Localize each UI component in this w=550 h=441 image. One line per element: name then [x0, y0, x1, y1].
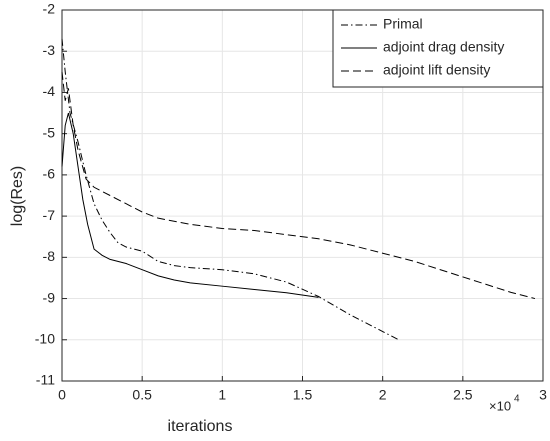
- legend-label: adjoint lift density: [383, 62, 490, 78]
- y-tick-label: -10: [35, 330, 55, 346]
- series-line: [61, 38, 399, 341]
- y-tick-label: -6: [43, 166, 56, 182]
- x-tick-label: 0: [58, 387, 66, 403]
- series-line: [61, 112, 319, 298]
- legend-label: adjoint drag density: [383, 39, 504, 55]
- x-tick-label: 2.5: [453, 387, 473, 403]
- y-tick-label: -9: [43, 289, 56, 305]
- y-tick-label: -4: [43, 83, 56, 99]
- x-tick-label: 1: [218, 387, 226, 403]
- x-tick-label: 0.5: [132, 387, 152, 403]
- y-tick-label: -7: [43, 207, 56, 223]
- x-tick-label: 2: [379, 387, 387, 403]
- x-axis-label: iterations: [168, 418, 233, 435]
- x-multiplier: ×10: [489, 398, 511, 413]
- x-tick-label: 1.5: [293, 387, 313, 403]
- plot-frame: [61, 9, 544, 382]
- y-tick-label: -8: [43, 248, 56, 264]
- legend-label: Primal: [383, 16, 423, 32]
- y-tick-label: -2: [43, 1, 56, 17]
- x-tick-label: 3: [539, 387, 547, 403]
- y-axis-label: log(Res): [9, 166, 26, 226]
- x-multiplier-exponent: 4: [514, 394, 520, 405]
- y-tick-label: -5: [43, 124, 56, 140]
- y-tick-label: -11: [36, 372, 55, 388]
- series-line: [61, 71, 536, 300]
- y-tick-label: -3: [43, 42, 56, 58]
